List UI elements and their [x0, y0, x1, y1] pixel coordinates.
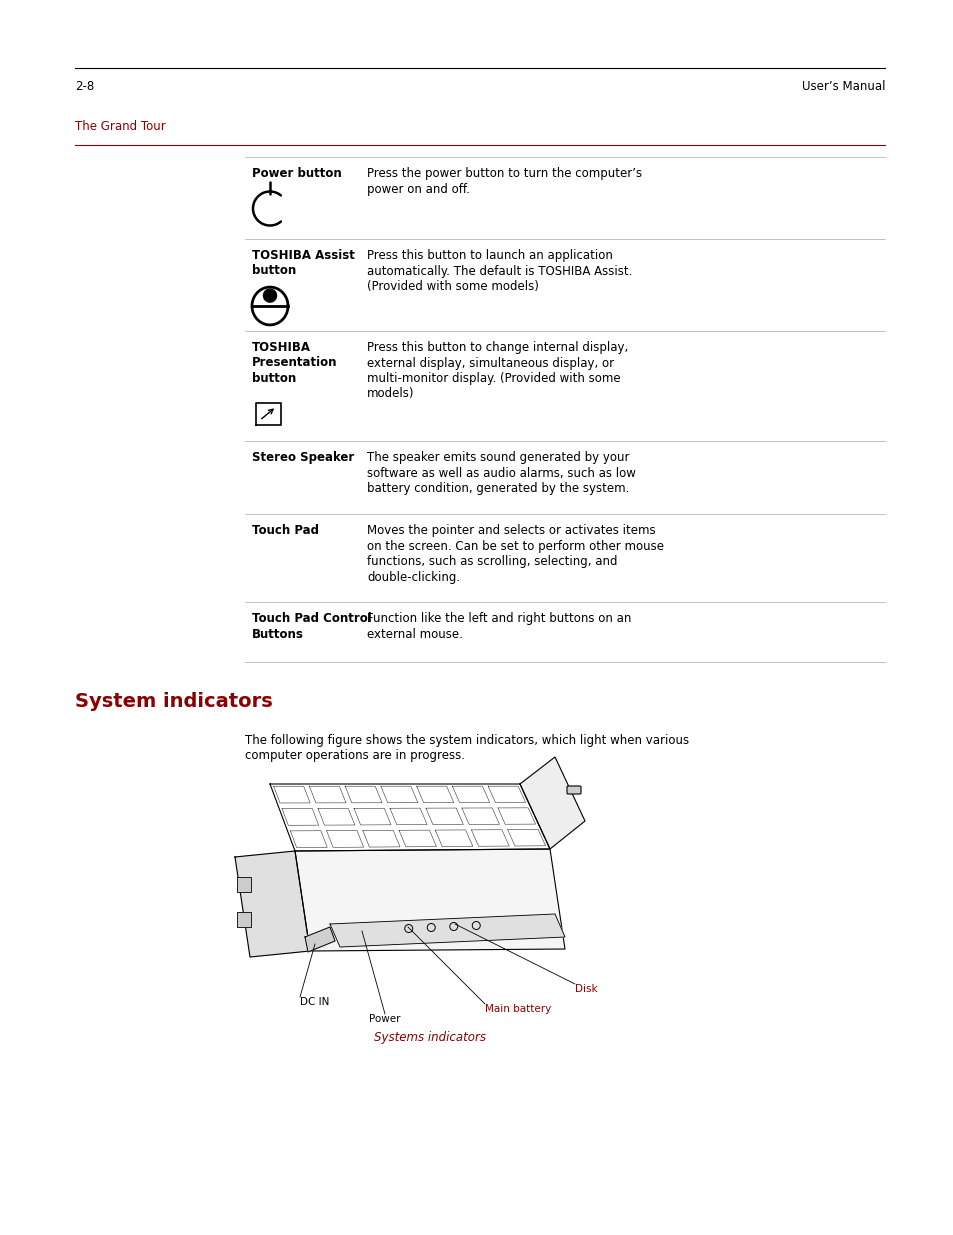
Text: System indicators: System indicators: [75, 692, 273, 711]
Text: DC IN: DC IN: [299, 997, 329, 1007]
Polygon shape: [519, 757, 584, 848]
Polygon shape: [263, 289, 276, 303]
Text: functions, such as scrolling, selecting, and: functions, such as scrolling, selecting,…: [367, 555, 617, 568]
Text: 2-8: 2-8: [75, 80, 94, 93]
Text: computer operations are in progress.: computer operations are in progress.: [245, 750, 464, 762]
Text: Press this button to launch an application: Press this button to launch an applicati…: [367, 249, 612, 262]
Text: models): models): [367, 388, 414, 400]
Polygon shape: [294, 848, 564, 951]
Text: TOSHIBA: TOSHIBA: [252, 341, 311, 354]
Text: battery condition, generated by the system.: battery condition, generated by the syst…: [367, 482, 629, 495]
Text: TOSHIBA Assist: TOSHIBA Assist: [252, 249, 355, 262]
Text: The speaker emits sound generated by your: The speaker emits sound generated by you…: [367, 451, 629, 464]
Text: double-clicking.: double-clicking.: [367, 571, 459, 583]
Text: Stereo Speaker: Stereo Speaker: [252, 451, 354, 464]
Text: Power: Power: [369, 1014, 400, 1024]
Polygon shape: [330, 914, 564, 947]
Text: Power button: Power button: [252, 167, 341, 180]
Text: Press this button to change internal display,: Press this button to change internal dis…: [367, 341, 628, 354]
Text: (Provided with some models): (Provided with some models): [367, 280, 538, 293]
Text: User’s Manual: User’s Manual: [801, 80, 884, 93]
Polygon shape: [234, 851, 310, 957]
Text: The following figure shows the system indicators, which light when various: The following figure shows the system in…: [245, 734, 688, 747]
Text: external display, simultaneous display, or: external display, simultaneous display, …: [367, 357, 614, 369]
Text: The Grand Tour: The Grand Tour: [75, 120, 166, 133]
Text: external mouse.: external mouse.: [367, 627, 462, 641]
Text: button: button: [252, 264, 296, 278]
Text: Moves the pointer and selects or activates items: Moves the pointer and selects or activat…: [367, 524, 655, 537]
Text: automatically. The default is TOSHIBA Assist.: automatically. The default is TOSHIBA As…: [367, 264, 632, 278]
Text: Buttons: Buttons: [252, 627, 304, 641]
Polygon shape: [305, 927, 335, 952]
Text: Press the power button to turn the computer’s: Press the power button to turn the compu…: [367, 167, 641, 180]
FancyBboxPatch shape: [566, 785, 580, 794]
Text: Touch Pad: Touch Pad: [252, 524, 318, 537]
Text: Function like the left and right buttons on an: Function like the left and right buttons…: [367, 613, 631, 625]
Text: button: button: [252, 372, 296, 385]
Text: power on and off.: power on and off.: [367, 183, 470, 195]
FancyBboxPatch shape: [236, 911, 251, 927]
Text: on the screen. Can be set to perform other mouse: on the screen. Can be set to perform oth…: [367, 540, 663, 552]
Text: Systems indicators: Systems indicators: [374, 1031, 485, 1044]
Text: Main battery: Main battery: [484, 1004, 551, 1014]
Text: multi-monitor display. (Provided with some: multi-monitor display. (Provided with so…: [367, 372, 620, 385]
Text: Disk: Disk: [575, 984, 597, 994]
FancyBboxPatch shape: [236, 877, 251, 892]
Text: software as well as audio alarms, such as low: software as well as audio alarms, such a…: [367, 467, 636, 479]
Text: Presentation: Presentation: [252, 357, 337, 369]
Text: Touch Pad Control: Touch Pad Control: [252, 613, 372, 625]
